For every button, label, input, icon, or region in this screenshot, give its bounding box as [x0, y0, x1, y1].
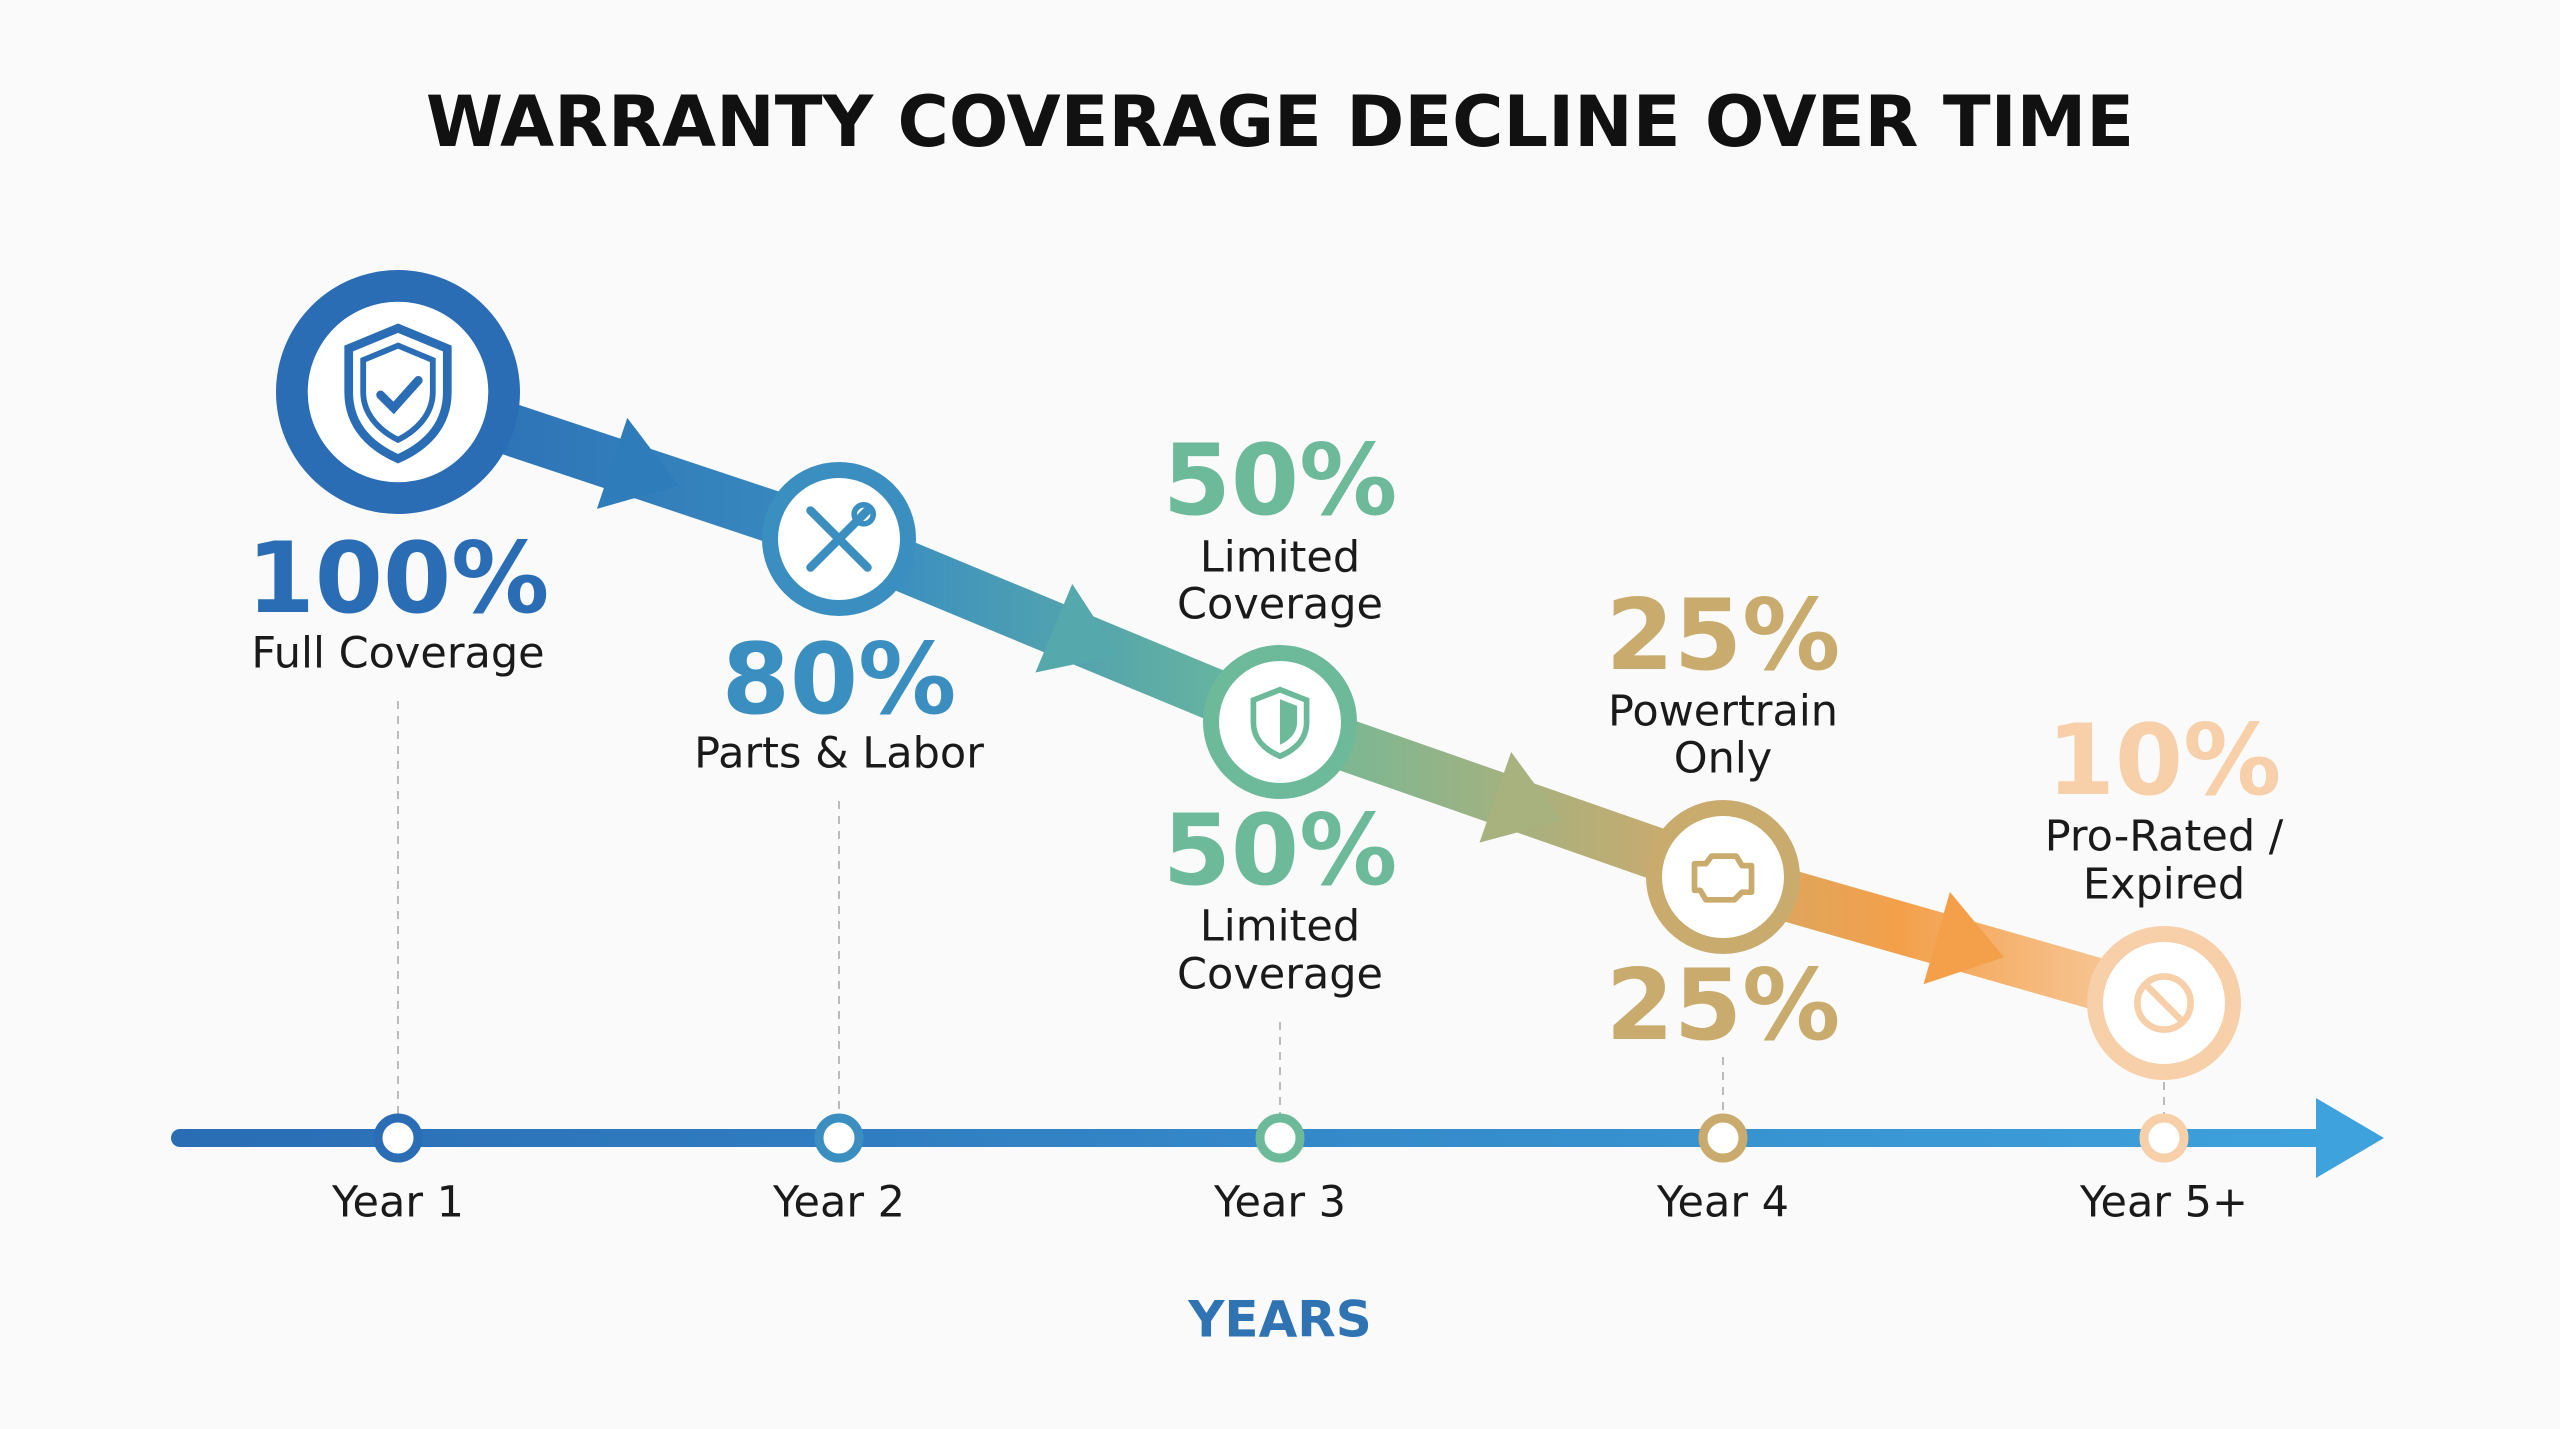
icon [851, 501, 877, 527]
coverage-description: Pro-Rated / [2045, 812, 2284, 862]
title: WARRANTY COVERAGE DECLINE OVER TIME [426, 81, 2134, 163]
stage-icon [344, 323, 452, 464]
flow-arrowhead [596, 417, 679, 509]
coverage-percent: 50% [1163, 794, 1398, 908]
stage-icon [1250, 686, 1310, 760]
year-label: Year 5+ [2079, 1178, 2248, 1228]
stages: Year 1 100%Full Coverage Year 2 80%Parts & … [247, 270, 2284, 1228]
axis-marker [1698, 1113, 1748, 1163]
icon [344, 323, 452, 464]
coverage-description: Powertrain [1608, 687, 1838, 737]
coverage-description: Expired [2083, 860, 2245, 910]
axis-marker [814, 1113, 864, 1163]
icon [2142, 981, 2186, 1025]
icon [376, 376, 423, 415]
coverage-percent: 100% [247, 522, 550, 636]
coverage-description: Coverage [1177, 950, 1383, 1000]
year-label: Year 4 [1656, 1178, 1789, 1228]
stage-icon [2134, 973, 2194, 1033]
axis-marker [1255, 1113, 1305, 1163]
coverage-description: Only [1674, 734, 1773, 784]
icon-ring [1646, 800, 1800, 954]
axis-marker [2139, 1113, 2189, 1163]
coverage-percent: 50% [1163, 424, 1398, 538]
coverage-description: Parts & Labor [694, 729, 984, 779]
coverage-description: Coverage [1177, 580, 1383, 630]
coverage-description: Full Coverage [251, 629, 544, 679]
flow-arrowhead [1923, 891, 2005, 985]
stage-icon [806, 501, 877, 572]
icon [2134, 973, 2194, 1033]
axis-arrowhead [2316, 1098, 2384, 1178]
year-label: Year 2 [772, 1178, 905, 1228]
icon [360, 342, 436, 444]
coverage-percent: 80% [722, 623, 957, 737]
coverage-description: Limited [1200, 533, 1360, 583]
flow-arrowhead [1479, 752, 1562, 843]
coverage-percent: 25% [1606, 579, 1841, 693]
year-label: Year 1 [331, 1178, 464, 1228]
coverage-description: Limited [1200, 902, 1360, 952]
icon [1250, 686, 1310, 760]
stage-icon [1691, 853, 1755, 903]
axis-label: YEARS [1187, 1291, 1372, 1349]
icon [1691, 853, 1755, 903]
year-label: Year 3 [1213, 1178, 1346, 1228]
coverage-percent: 10% [2047, 704, 2282, 818]
flow-arrowhead [1035, 583, 1119, 673]
axis-marker [373, 1113, 423, 1163]
icon [1280, 699, 1298, 745]
coverage-percent: 25% [1606, 949, 1841, 1063]
